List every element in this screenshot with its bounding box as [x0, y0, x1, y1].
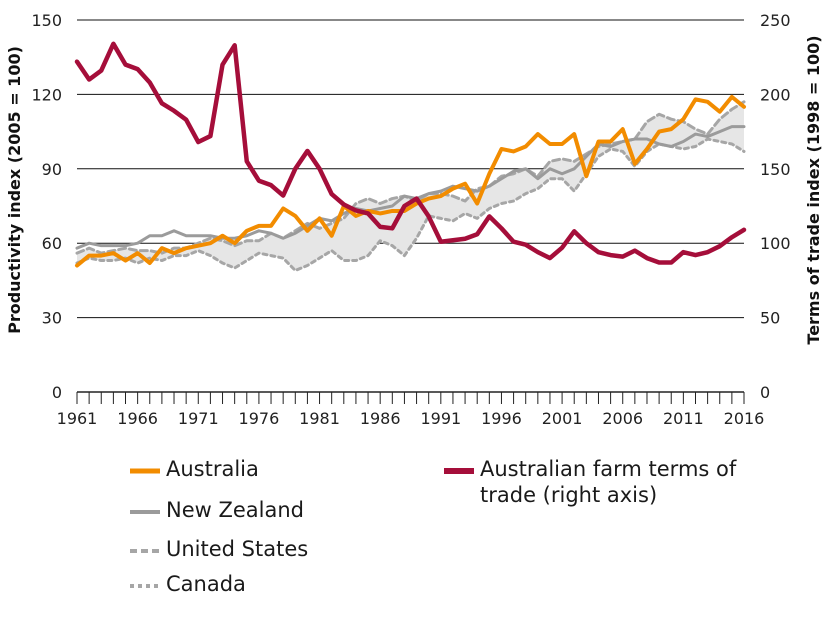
x-tick-label-2016: 2016: [724, 409, 765, 428]
series-line-australia: [75, 94, 746, 268]
left-tick-label-120: 120: [31, 85, 62, 104]
right-tick-label-200: 200: [760, 85, 791, 104]
chart-canvas: 1961 1966 1971 1976 1981 1986 1991 1996 2001 2006…: [5, 11, 823, 428]
legend-label-new-zealand: New Zealand: [166, 498, 304, 522]
legend-swatch-farm-terms-of-trade: [444, 468, 474, 474]
x-tick-label-1966: 1966: [117, 409, 158, 428]
right-tick-label-250: 250: [760, 11, 791, 30]
right-tick-label-150: 150: [760, 160, 791, 179]
legend-label-united-states: United States: [166, 537, 309, 561]
legend-item-new-zealand: New Zealand: [130, 497, 304, 523]
x-axis: 1961 1966 1971 1976 1981 1986 1991 1996 2001 2006…: [57, 392, 765, 428]
legend-item-farm-terms-of-trade: Australian farm terms of trade (right ax…: [444, 456, 750, 508]
us-canada-band: [77, 101, 744, 271]
left-tick-label-90: 90: [42, 160, 62, 179]
legend-label-australia: Australia: [166, 457, 259, 481]
x-tick-label-2001: 2001: [542, 409, 583, 428]
left-tick-label-30: 30: [42, 309, 62, 328]
legend-item-united-states: United States: [130, 536, 308, 562]
left-tick-label-60: 60: [42, 234, 62, 253]
x-tick-label-1996: 1996: [481, 409, 522, 428]
legend-item-australia: Australia: [130, 456, 259, 482]
legend-swatch-canada: [130, 584, 160, 588]
left-axis-title: Productivity index (2005 = 100): [5, 46, 24, 334]
right-tick-label-100: 100: [760, 234, 791, 253]
legend-label-canada: Canada: [166, 572, 246, 596]
left-tick-label-0: 0: [52, 383, 62, 402]
legend-item-canada: Canada: [130, 571, 246, 597]
x-tick-label-1971: 1971: [178, 409, 219, 428]
band-fill: [77, 101, 744, 271]
x-tick-label-1991: 1991: [420, 409, 461, 428]
x-tick-label-1981: 1981: [299, 409, 340, 428]
left-tick-label-150: 150: [31, 11, 62, 30]
series-line-new-zealand: [75, 125, 746, 250]
legend-label-farm-terms-of-trade: Australian farm terms of trade (right ax…: [480, 457, 737, 507]
x-tick-label-1961: 1961: [57, 409, 98, 428]
x-tick-label-2006: 2006: [602, 409, 643, 428]
series-lines: [74, 41, 747, 272]
x-tick-label-2011: 2011: [663, 409, 704, 428]
right-tick-label-0: 0: [760, 383, 770, 402]
legend-swatch-new-zealand: [130, 510, 160, 514]
x-tick-label-1986: 1986: [360, 409, 401, 428]
x-tick-label-1976: 1976: [239, 409, 280, 428]
right-axis-title: Terms of trade index (1998 = 100): [804, 35, 823, 344]
right-tick-label-50: 50: [760, 309, 780, 328]
legend-swatch-united-states: [130, 549, 160, 553]
legend-swatch-australia: [130, 468, 160, 474]
left-y-axis: 0 30 60 90 120 150: [31, 11, 62, 402]
series-line-australian-farm-terms-of-trade-right-axis: [74, 41, 747, 265]
right-y-axis: 0 50 100 150 200 250: [760, 11, 791, 402]
